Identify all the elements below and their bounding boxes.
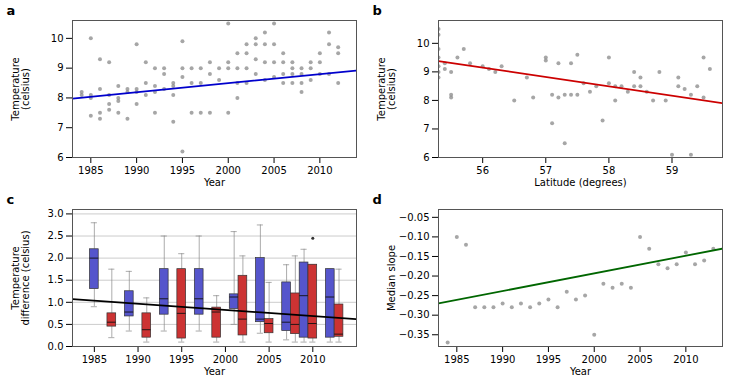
svg-text:2005: 2005	[256, 354, 281, 365]
svg-text:2.5: 2.5	[48, 230, 64, 241]
svg-text:2010: 2010	[307, 165, 332, 176]
svg-text:d: d	[373, 192, 382, 207]
svg-text:1995: 1995	[170, 165, 195, 176]
svg-text:1990: 1990	[490, 354, 515, 365]
svg-text:1990: 1990	[124, 165, 149, 176]
svg-text:8: 8	[57, 92, 63, 103]
svg-text:6: 6	[423, 152, 429, 163]
svg-text:1985: 1985	[82, 354, 107, 365]
svg-text:b: b	[373, 3, 382, 18]
svg-text:7: 7	[57, 122, 63, 133]
svg-text:1.0: 1.0	[48, 297, 64, 308]
svg-text:1995: 1995	[536, 354, 561, 365]
svg-text:7: 7	[423, 123, 429, 134]
svg-text:c: c	[7, 192, 15, 207]
svg-text:−0.30: −0.30	[399, 309, 430, 320]
svg-text:1990: 1990	[125, 354, 150, 365]
svg-text:1.5: 1.5	[48, 274, 64, 285]
svg-text:8: 8	[423, 95, 429, 106]
svg-text:56: 56	[476, 165, 489, 176]
svg-text:2000: 2000	[216, 165, 241, 176]
svg-text:Latitude (degrees): Latitude (degrees)	[534, 177, 626, 188]
svg-text:2000: 2000	[213, 354, 238, 365]
svg-text:Temperature(celsius): Temperature(celsius)	[10, 57, 31, 121]
svg-text:−0.25: −0.25	[399, 290, 430, 301]
svg-text:57: 57	[539, 165, 552, 176]
svg-text:2005: 2005	[627, 354, 652, 365]
svg-text:10: 10	[417, 38, 430, 49]
svg-text:−0.35: −0.35	[399, 329, 430, 340]
svg-text:59: 59	[666, 165, 679, 176]
svg-text:1985: 1985	[444, 354, 469, 365]
svg-text:Temperature(celsius): Temperature(celsius)	[376, 57, 397, 121]
svg-text:0.0: 0.0	[48, 341, 64, 352]
svg-text:9: 9	[57, 62, 63, 73]
svg-text:−0.20: −0.20	[399, 270, 430, 281]
svg-text:2.0: 2.0	[48, 252, 64, 263]
svg-text:58: 58	[603, 165, 616, 176]
svg-text:0.5: 0.5	[48, 319, 64, 330]
svg-text:a: a	[7, 3, 16, 18]
svg-text:10: 10	[51, 33, 64, 44]
svg-text:Median slope: Median slope	[386, 245, 397, 311]
svg-text:9: 9	[423, 66, 429, 77]
svg-text:Year: Year	[569, 366, 592, 377]
svg-text:2010: 2010	[300, 354, 325, 365]
svg-text:1995: 1995	[169, 354, 194, 365]
svg-text:−0.15: −0.15	[399, 251, 430, 262]
svg-text:−0.05: −0.05	[399, 212, 430, 223]
svg-text:3.0: 3.0	[48, 208, 64, 219]
svg-text:1985: 1985	[78, 165, 103, 176]
svg-text:Year: Year	[203, 366, 226, 377]
svg-text:Temperaturedifference (celsius: Temperaturedifference (celsius)	[10, 230, 31, 325]
svg-text:2000: 2000	[582, 354, 607, 365]
svg-text:2005: 2005	[261, 165, 286, 176]
svg-text:6: 6	[57, 152, 63, 163]
svg-text:2010: 2010	[673, 354, 698, 365]
svg-text:Year: Year	[203, 177, 226, 188]
svg-text:−0.10: −0.10	[399, 231, 430, 242]
